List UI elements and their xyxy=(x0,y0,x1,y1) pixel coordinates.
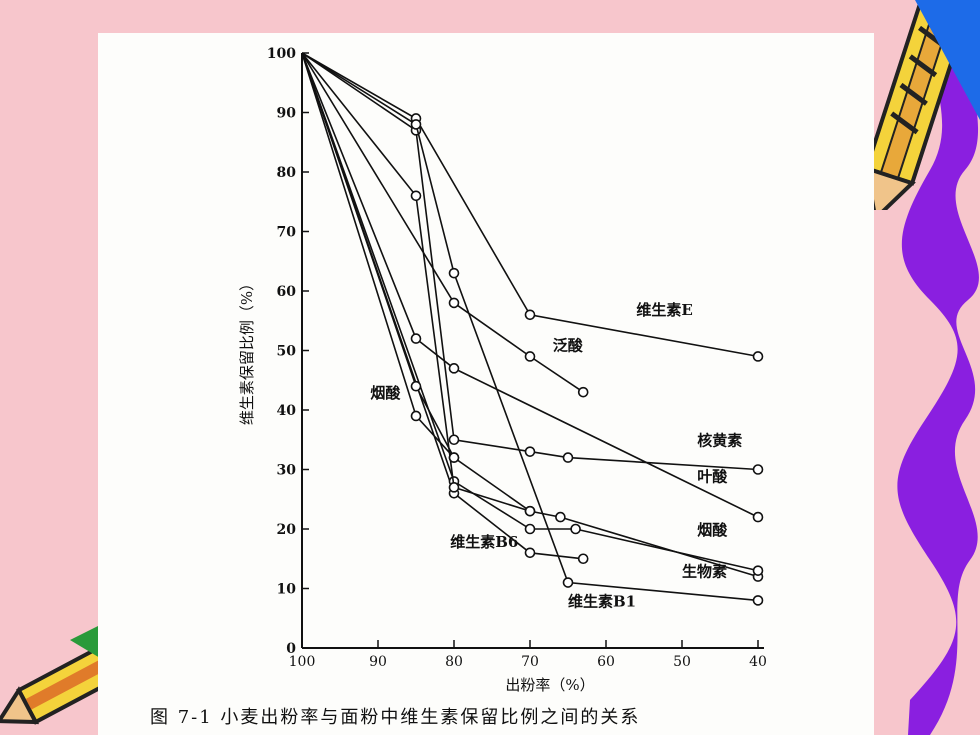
data-point xyxy=(448,452,460,463)
series-line xyxy=(301,52,531,512)
data-point xyxy=(410,119,422,130)
data-point xyxy=(448,363,460,374)
series-label: 核黄素 xyxy=(697,432,742,450)
series-label: 叶酸 xyxy=(697,467,728,485)
x-tick-label: 60 xyxy=(597,654,615,670)
data-point xyxy=(555,511,566,523)
data-point xyxy=(524,523,536,535)
series-line xyxy=(301,52,759,358)
y-tick-label: 60 xyxy=(277,284,297,300)
data-point xyxy=(410,410,422,422)
series-label: 烟酸 xyxy=(370,384,401,402)
series-label: 泛酸 xyxy=(553,337,584,355)
data-point xyxy=(448,267,460,279)
data-point xyxy=(570,523,581,535)
data-point xyxy=(562,452,574,463)
data-point xyxy=(524,547,536,559)
series-line xyxy=(301,52,584,393)
y-tick-label: 100 xyxy=(267,46,296,62)
data-point xyxy=(524,309,536,321)
data-point xyxy=(752,511,764,523)
y-axis-label: 维生素保留比例（%） xyxy=(238,276,256,425)
data-point xyxy=(524,446,536,457)
series-label: 维生素B1 xyxy=(568,592,636,610)
x-tick-label: 80 xyxy=(445,654,463,670)
data-point xyxy=(448,297,460,309)
x-tick-label: 100 xyxy=(289,654,316,670)
y-tick-label: 0 xyxy=(286,641,296,657)
data-point xyxy=(752,351,764,362)
series-label: 烟酸 xyxy=(697,521,728,539)
y-tick-label: 40 xyxy=(277,403,297,419)
y-tick-label: 50 xyxy=(277,344,297,360)
series-label: 维生素E xyxy=(636,301,692,319)
data-point xyxy=(752,595,764,606)
data-point xyxy=(410,380,422,392)
series-line xyxy=(301,52,759,602)
figure-caption: 图 7-1 小麦出粉率与面粉中维生素保留比例之间的关系 xyxy=(150,707,641,728)
series-line xyxy=(301,52,759,471)
series-line xyxy=(301,52,584,560)
series-label: 生物素 xyxy=(682,563,727,581)
data-point xyxy=(410,333,422,344)
x-tick-label: 50 xyxy=(673,654,691,670)
data-point xyxy=(562,577,574,588)
data-point xyxy=(577,386,589,398)
data-point xyxy=(752,565,764,576)
y-tick-label: 20 xyxy=(277,522,297,538)
data-point xyxy=(448,482,460,493)
data-point xyxy=(577,553,589,565)
data-point xyxy=(448,434,460,446)
x-tick-label: 90 xyxy=(369,654,387,670)
y-tick-label: 80 xyxy=(277,165,297,181)
y-tick-label: 90 xyxy=(277,106,297,122)
data-point xyxy=(524,505,536,517)
series-line xyxy=(301,52,759,578)
x-tick-label: 70 xyxy=(521,654,539,670)
decorative-ribbon xyxy=(897,0,980,735)
x-axis-label: 出粉率（%） xyxy=(505,676,594,694)
y-tick-label: 10 xyxy=(277,582,297,598)
data-point xyxy=(752,464,764,475)
data-point xyxy=(410,190,422,202)
series-line xyxy=(301,52,759,518)
y-tick-label: 70 xyxy=(277,225,297,241)
y-tick-label: 30 xyxy=(277,463,297,479)
data-point xyxy=(524,351,536,362)
x-tick-label: 40 xyxy=(749,654,767,670)
pencil-icon xyxy=(863,0,980,210)
series-label: 维生素B6 xyxy=(450,533,518,551)
